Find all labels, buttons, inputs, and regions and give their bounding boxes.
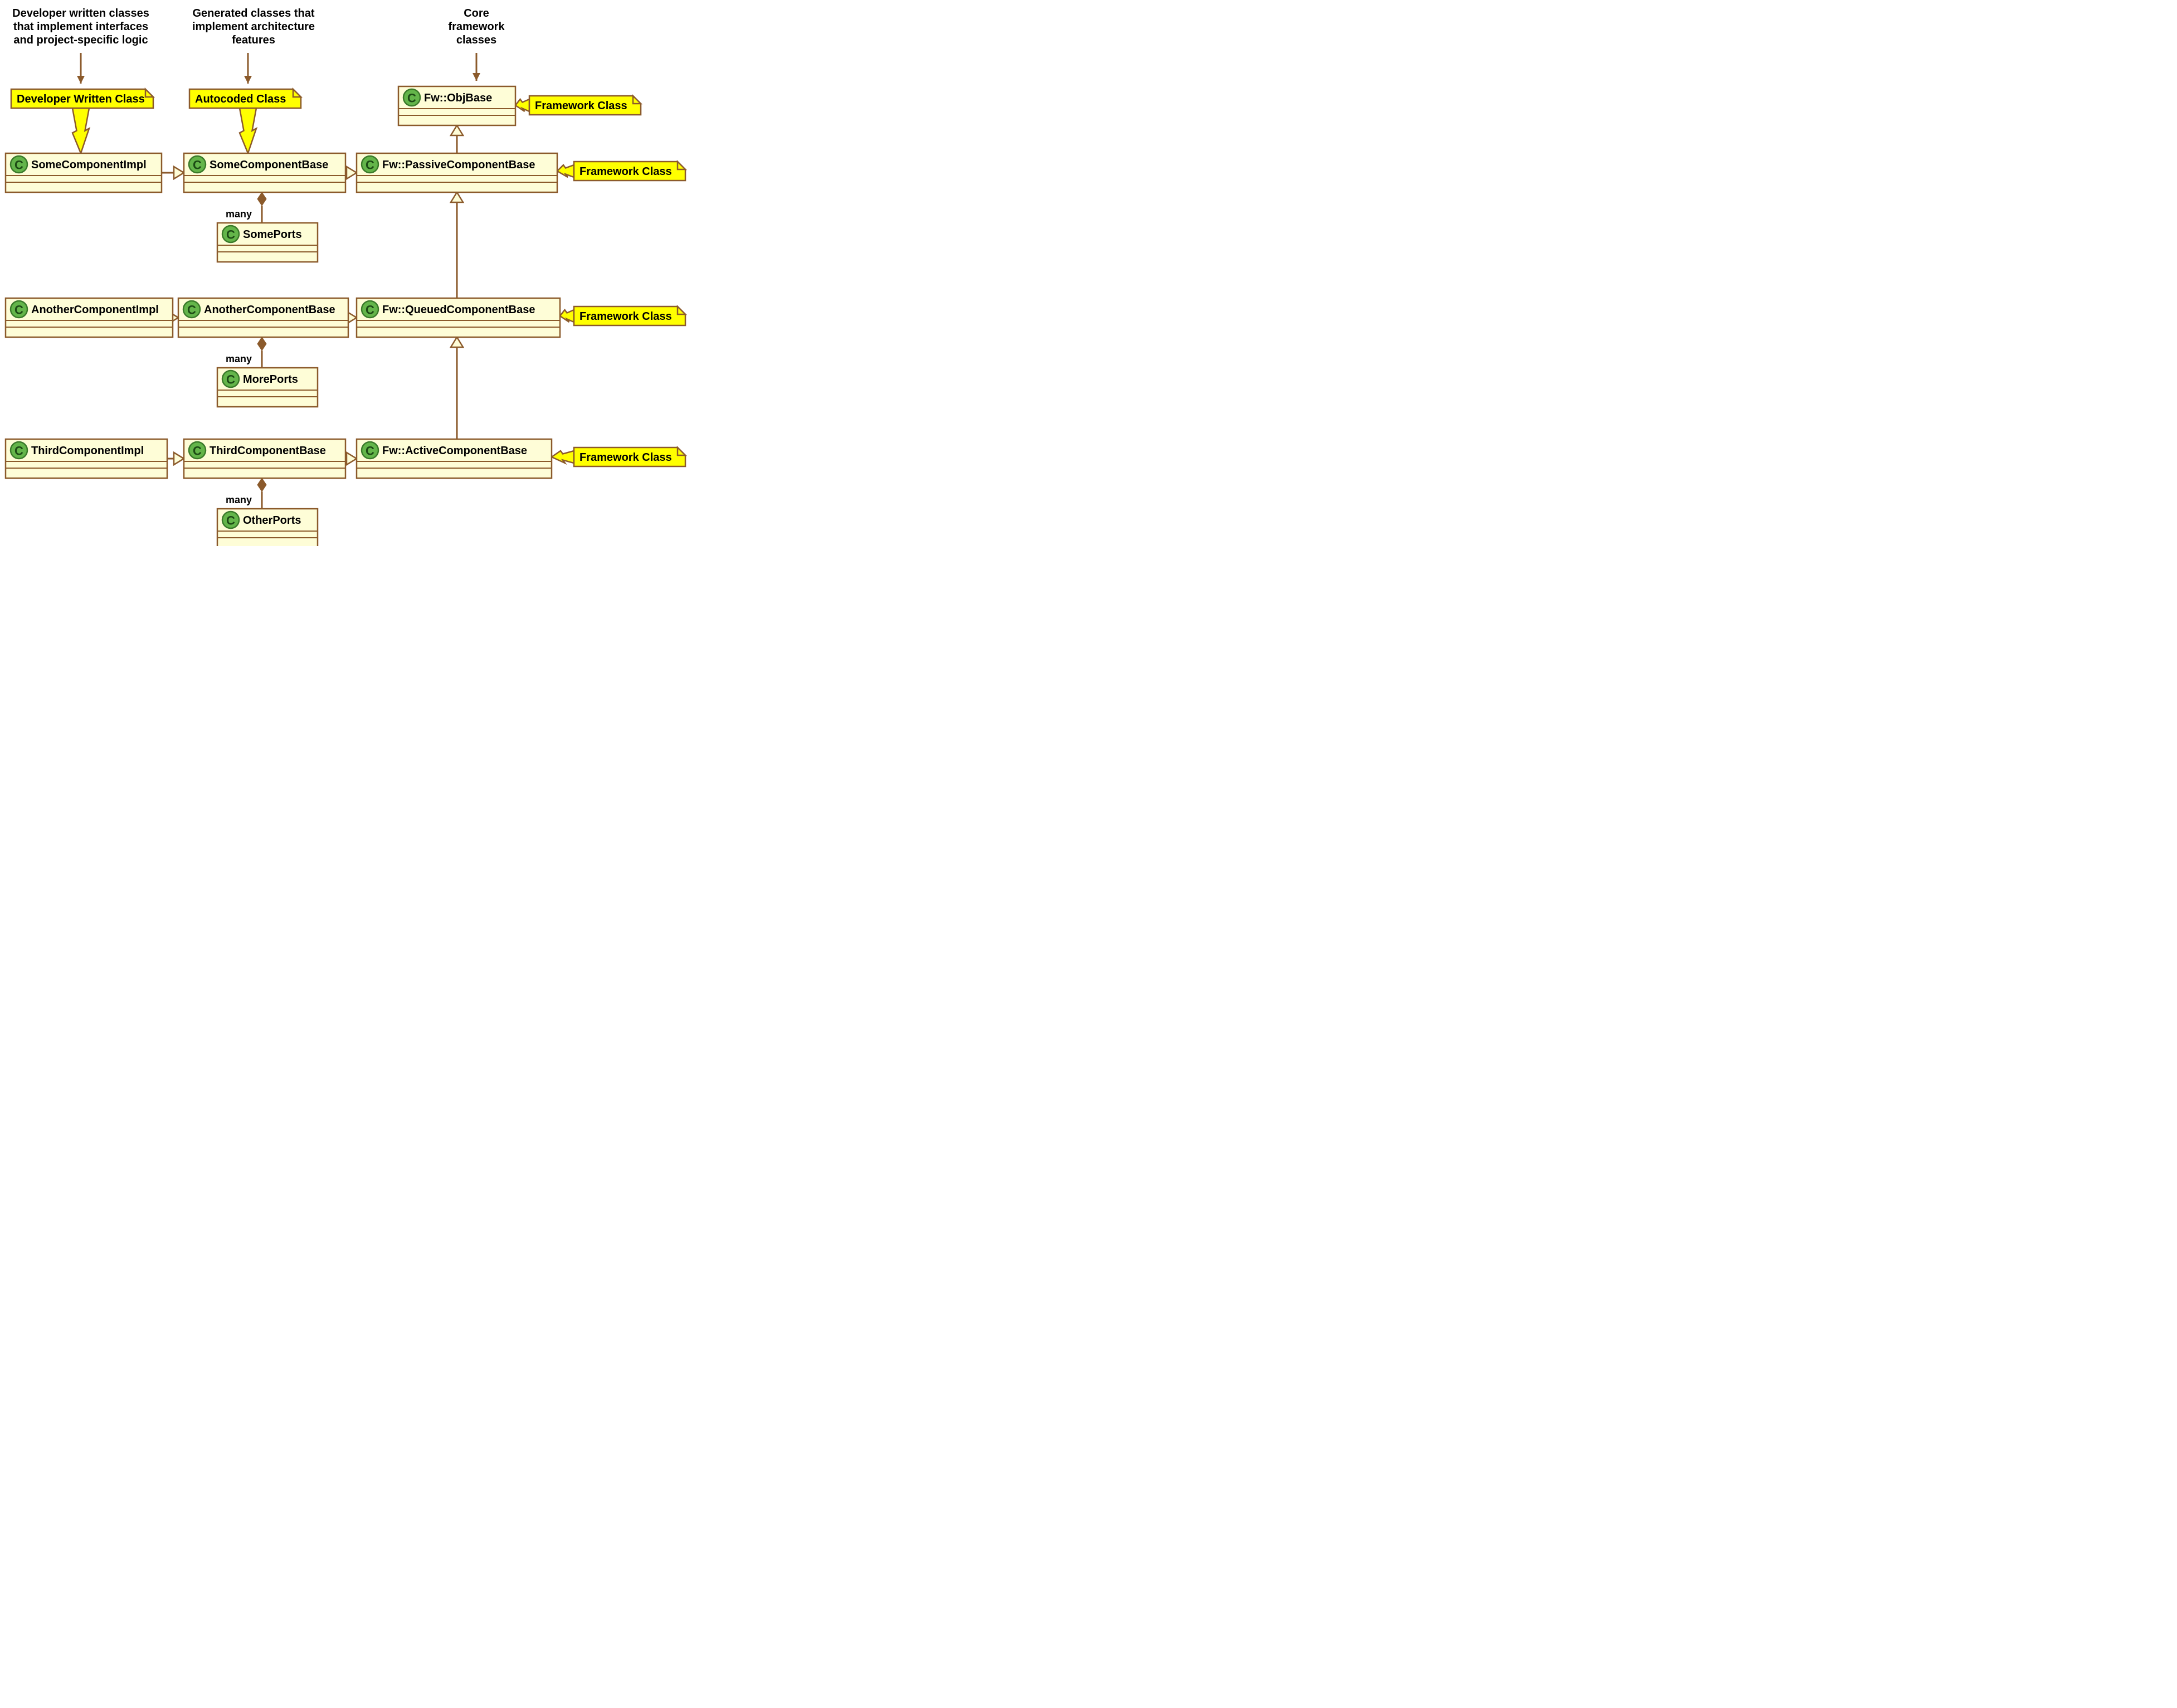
svg-text:C: C — [14, 303, 23, 317]
class-label: MorePorts — [243, 373, 298, 386]
svg-text:C: C — [14, 444, 23, 458]
svg-text:C: C — [366, 303, 374, 317]
svg-text:C: C — [226, 373, 235, 387]
header-text: Generated classes that — [193, 7, 315, 20]
class-label: Fw::PassiveComponentBase — [382, 159, 535, 171]
edge-label: many — [226, 353, 252, 364]
header-text: classes — [456, 34, 496, 46]
svg-text:C: C — [193, 444, 202, 458]
svg-text:C: C — [407, 91, 416, 105]
class-label: SomeComponentBase — [210, 159, 328, 171]
class-label: SomePorts — [243, 228, 302, 241]
edge-label: many — [226, 494, 252, 505]
class-label: Fw::ActiveComponentBase — [382, 445, 527, 457]
svg-text:C: C — [187, 303, 196, 317]
svg-text:C: C — [226, 228, 235, 242]
class-label: ThirdComponentImpl — [31, 445, 144, 457]
edge-label: many — [226, 208, 252, 220]
class-label: AnotherComponentBase — [204, 304, 335, 316]
header-text: framework — [448, 21, 505, 33]
uml-diagram: many many many Developer written classestha… — [0, 0, 691, 546]
note-label: Framework Class — [579, 451, 672, 464]
note-label: Developer Written Class — [17, 93, 145, 105]
class-label: SomeComponentImpl — [31, 159, 147, 171]
note-label: Autocoded Class — [195, 93, 286, 105]
header-text: implement architecture — [192, 21, 315, 33]
class-label: AnotherComponentImpl — [31, 304, 159, 316]
note-label: Framework Class — [579, 310, 672, 323]
svg-text:C: C — [193, 158, 202, 172]
svg-text:C: C — [366, 444, 374, 458]
header-text: and project-specific logic — [13, 34, 148, 46]
svg-text:C: C — [366, 158, 374, 172]
svg-text:C: C — [14, 158, 23, 172]
header-text: that implement interfaces — [13, 21, 148, 33]
class-label: Fw::ObjBase — [424, 92, 492, 104]
class-label: ThirdComponentBase — [210, 445, 326, 457]
note-label: Framework Class — [579, 166, 672, 178]
header-text: Core — [464, 7, 489, 20]
svg-text:C: C — [226, 514, 235, 528]
header-text: features — [232, 34, 275, 46]
class-label: Fw::QueuedComponentBase — [382, 304, 535, 316]
note-label: Framework Class — [535, 100, 627, 112]
header-text: Developer written classes — [12, 7, 149, 20]
class-label: OtherPorts — [243, 514, 301, 527]
